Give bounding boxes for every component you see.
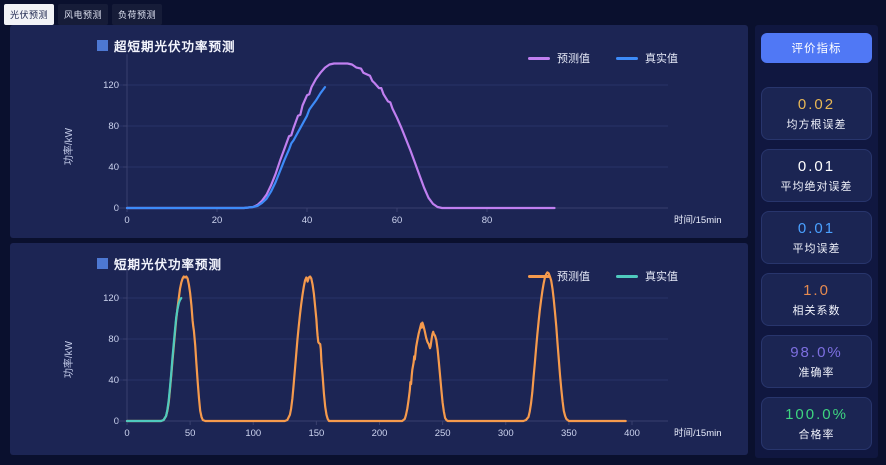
- svg-text:150: 150: [308, 428, 324, 439]
- legend-item-actual[interactable]: 真实值: [616, 50, 678, 66]
- svg-text:40: 40: [108, 375, 119, 386]
- metric-value: 0.01: [797, 157, 836, 175]
- metric-cards: 0.02 均方根误差 0.01 平均绝对误差 0.01 平均误差 1.0 相关系…: [761, 87, 872, 450]
- short-term-legend: 预测值 真实值: [528, 268, 678, 284]
- legend-label: 预测值: [557, 53, 590, 65]
- metric-label: 相关系数: [792, 304, 841, 317]
- tab-load-forecast[interactable]: 负荷预测: [112, 4, 163, 25]
- metric-value: 98.0%: [790, 343, 843, 361]
- legend-item-predicted[interactable]: 预测值: [528, 50, 590, 66]
- ultra-short-term-pv-panel: 超短期光伏功率预测 预测值 真实值 0 40 80 120 0 20 40 60 80 时间/15…: [10, 25, 748, 238]
- metric-label: 准确率: [798, 366, 835, 379]
- svg-text:时间/15min: 时间/15min: [674, 427, 722, 439]
- forecast-tabbar: 光伏预测 风电预测 负荷预测: [4, 4, 163, 25]
- svg-text:400: 400: [624, 428, 640, 439]
- svg-text:20: 20: [212, 215, 223, 226]
- svg-text:80: 80: [482, 215, 493, 226]
- evaluation-metrics-button[interactable]: 评价指标: [761, 33, 872, 63]
- metric-card-mae: 0.01 平均绝对误差: [761, 149, 872, 202]
- predicted-line-swatch-icon: [528, 274, 550, 278]
- svg-text:时间/15min: 时间/15min: [674, 214, 722, 226]
- legend-item-actual[interactable]: 真实值: [616, 268, 678, 284]
- metric-label: 均方根误差: [786, 118, 847, 131]
- metric-label: 平均误差: [792, 242, 841, 255]
- metric-value: 100.0%: [785, 405, 848, 423]
- svg-text:120: 120: [103, 80, 119, 91]
- evaluation-sidebar: 评价指标 0.02 均方根误差 0.01 平均绝对误差 0.01 平均误差 1.…: [755, 25, 878, 458]
- svg-text:40: 40: [108, 162, 119, 173]
- svg-text:80: 80: [108, 334, 119, 345]
- chart-title-text: 短期光伏功率预测: [114, 258, 223, 272]
- svg-text:100: 100: [245, 428, 261, 439]
- metric-value: 0.01: [797, 219, 836, 237]
- ultra-short-term-legend: 预测值 真实值: [528, 50, 678, 66]
- metric-label: 平均绝对误差: [780, 180, 853, 193]
- ultra-short-term-chart-canvas[interactable]: 0 40 80 120 0 20 40 60 80 时间/15min 功率/kW: [10, 25, 748, 238]
- svg-text:60: 60: [392, 215, 403, 226]
- metric-card-accuracy: 98.0% 准确率: [761, 335, 872, 388]
- svg-text:0: 0: [124, 428, 129, 439]
- short-term-chart-canvas[interactable]: 0 40 80 120 0 50 100 150 200 250 300 350 400 时间/15min…: [10, 243, 748, 455]
- short-term-chart-title: 短期光伏功率预测: [97, 254, 222, 273]
- metric-value: 1.0: [803, 281, 830, 299]
- title-square-icon: [97, 40, 108, 51]
- metric-card-correlation: 1.0 相关系数: [761, 273, 872, 326]
- actual-line-swatch-icon: [616, 56, 638, 60]
- svg-text:40: 40: [302, 215, 313, 226]
- svg-text:0: 0: [114, 203, 119, 214]
- svg-text:功率/kW: 功率/kW: [62, 127, 75, 165]
- short-term-pv-panel: 短期光伏功率预测 预测值 真实值 0 40 80 120 0 50 100 150 200 250…: [10, 243, 748, 455]
- metric-value: 0.02: [797, 95, 836, 113]
- actual-line-swatch-icon: [616, 274, 638, 278]
- tab-pv-forecast[interactable]: 光伏预测: [4, 4, 55, 25]
- legend-label: 真实值: [645, 271, 678, 283]
- svg-text:120: 120: [103, 293, 119, 304]
- legend-item-predicted[interactable]: 预测值: [528, 268, 590, 284]
- svg-text:250: 250: [435, 428, 451, 439]
- legend-label: 预测值: [557, 271, 590, 283]
- svg-text:200: 200: [372, 428, 388, 439]
- metric-label: 合格率: [798, 428, 835, 441]
- ultra-short-term-chart-title: 超短期光伏功率预测: [97, 36, 236, 55]
- svg-text:300: 300: [498, 428, 514, 439]
- svg-text:0: 0: [124, 215, 129, 226]
- predicted-line-swatch-icon: [528, 56, 550, 60]
- svg-text:功率/kW: 功率/kW: [62, 340, 75, 378]
- svg-text:350: 350: [561, 428, 577, 439]
- svg-text:0: 0: [114, 416, 119, 427]
- title-square-icon: [97, 258, 108, 269]
- svg-text:80: 80: [108, 121, 119, 132]
- metric-card-rmse: 0.02 均方根误差: [761, 87, 872, 140]
- svg-text:50: 50: [185, 428, 196, 439]
- tab-wind-forecast[interactable]: 风电预测: [58, 4, 109, 25]
- chart-title-text: 超短期光伏功率预测: [114, 40, 236, 54]
- metric-card-qualification-rate: 100.0% 合格率: [761, 397, 872, 450]
- metric-card-mean-error: 0.01 平均误差: [761, 211, 872, 264]
- legend-label: 真实值: [645, 53, 678, 65]
